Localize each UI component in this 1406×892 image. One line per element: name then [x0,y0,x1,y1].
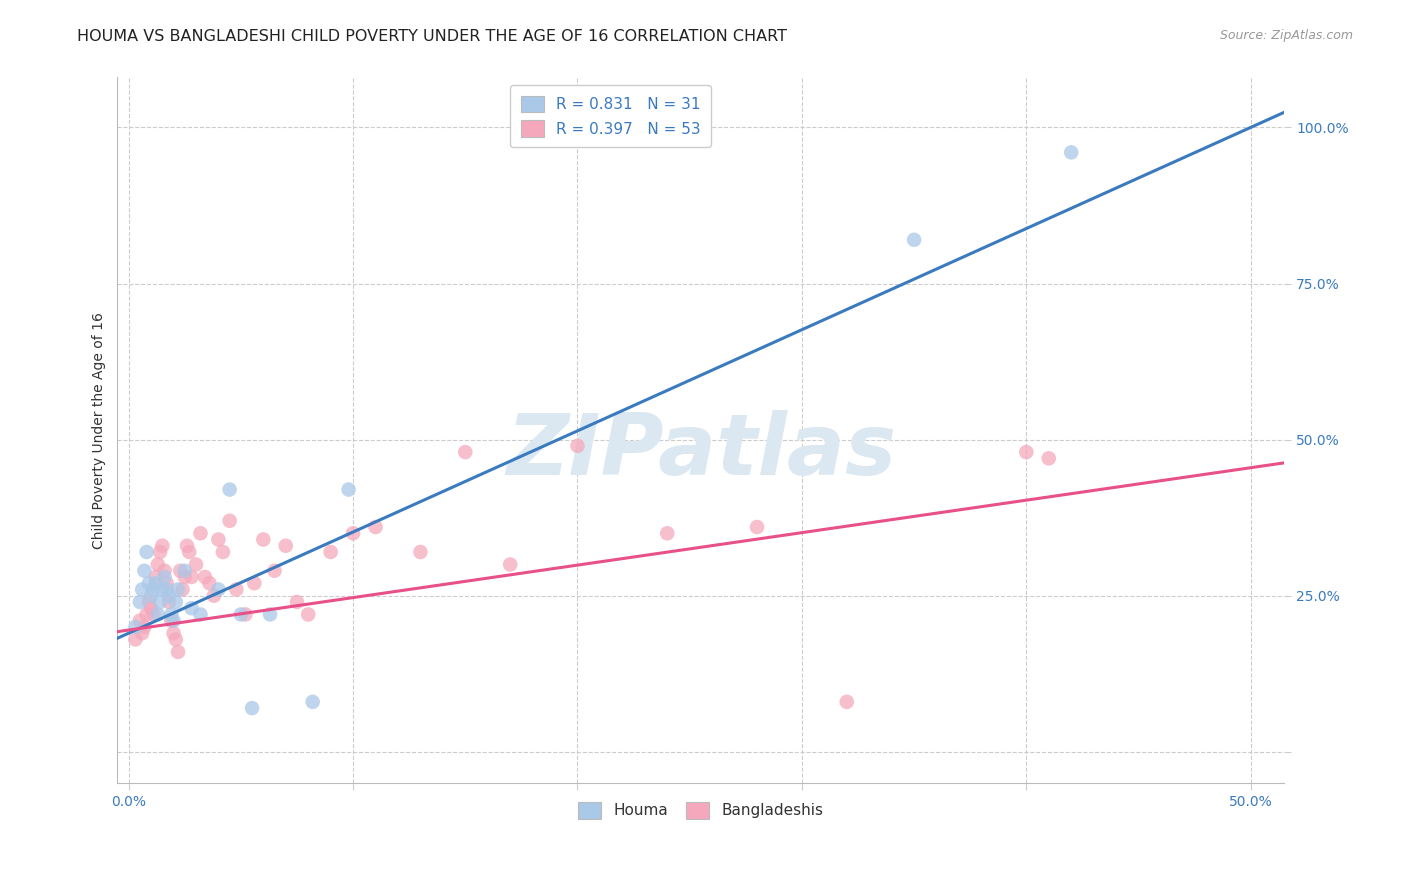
Point [207,533,229,547]
Point [240,701,263,715]
Point [657,526,679,541]
Point [131,582,153,597]
Point [135,607,157,622]
Point [138,576,160,591]
Point [138,595,160,609]
Point [167,645,190,659]
Point [259,607,281,622]
Point [134,564,156,578]
Point [165,632,187,647]
Point [149,595,172,609]
Point [157,589,180,603]
Text: HOUMA VS BANGLADESHI CHILD POVERTY UNDER THE AGE OF 16 CORRELATION CHART: HOUMA VS BANGLADESHI CHILD POVERTY UNDER… [77,29,787,45]
Text: Source: ZipAtlas.com: Source: ZipAtlas.com [1219,29,1353,43]
Point [252,533,274,547]
Point [145,576,167,591]
Point [745,520,768,534]
Point [218,514,240,528]
Point [173,564,195,578]
Point [146,558,169,572]
Point [212,545,235,559]
Point [198,576,221,591]
Point [150,582,173,597]
Point [409,545,432,559]
Point [160,607,183,622]
Point [218,483,240,497]
Point [454,445,477,459]
Text: ZIPatlas: ZIPatlas [506,410,896,493]
Point [134,620,156,634]
Point [194,570,217,584]
Point [142,607,165,622]
Point [342,526,364,541]
Point [180,601,202,615]
Y-axis label: Child Poverty Under the Age of 16: Child Poverty Under the Age of 16 [93,312,107,549]
Point [131,626,153,640]
Point [162,626,184,640]
Point [173,570,195,584]
Point [567,439,589,453]
Point [297,607,319,622]
Point [179,545,201,559]
Point [499,558,522,572]
Point [180,570,202,584]
Point [274,539,297,553]
Point [172,582,194,597]
Point [263,564,285,578]
Point [319,545,342,559]
Point [903,233,925,247]
Point [128,595,150,609]
Point [190,607,212,622]
Point [139,589,162,603]
Point [146,607,169,622]
Point [160,614,183,628]
Point [207,582,229,597]
Point [235,607,257,622]
Point [225,582,247,597]
Legend: Houma, Bangladeshis: Houma, Bangladeshis [572,796,830,825]
Point [124,632,146,647]
Point [153,570,176,584]
Point [301,695,323,709]
Point [124,620,146,634]
Point [139,601,162,615]
Point [150,539,173,553]
Point [128,614,150,628]
Point [190,526,212,541]
Point [135,545,157,559]
Point [165,595,187,609]
Point [145,570,167,584]
Point [156,576,179,591]
Point [229,607,252,622]
Point [835,695,858,709]
Point [364,520,387,534]
Point [169,564,191,578]
Point [337,483,360,497]
Point [1038,451,1060,466]
Point [202,589,225,603]
Point [167,582,190,597]
Point [153,564,176,578]
Point [1015,445,1038,459]
Point [285,595,308,609]
Point [142,582,165,597]
Point [156,582,179,597]
Point [157,595,180,609]
Point [149,545,172,559]
Point [184,558,207,572]
Point [162,614,184,628]
Point [243,576,266,591]
Point [176,539,198,553]
Point [1060,145,1083,160]
